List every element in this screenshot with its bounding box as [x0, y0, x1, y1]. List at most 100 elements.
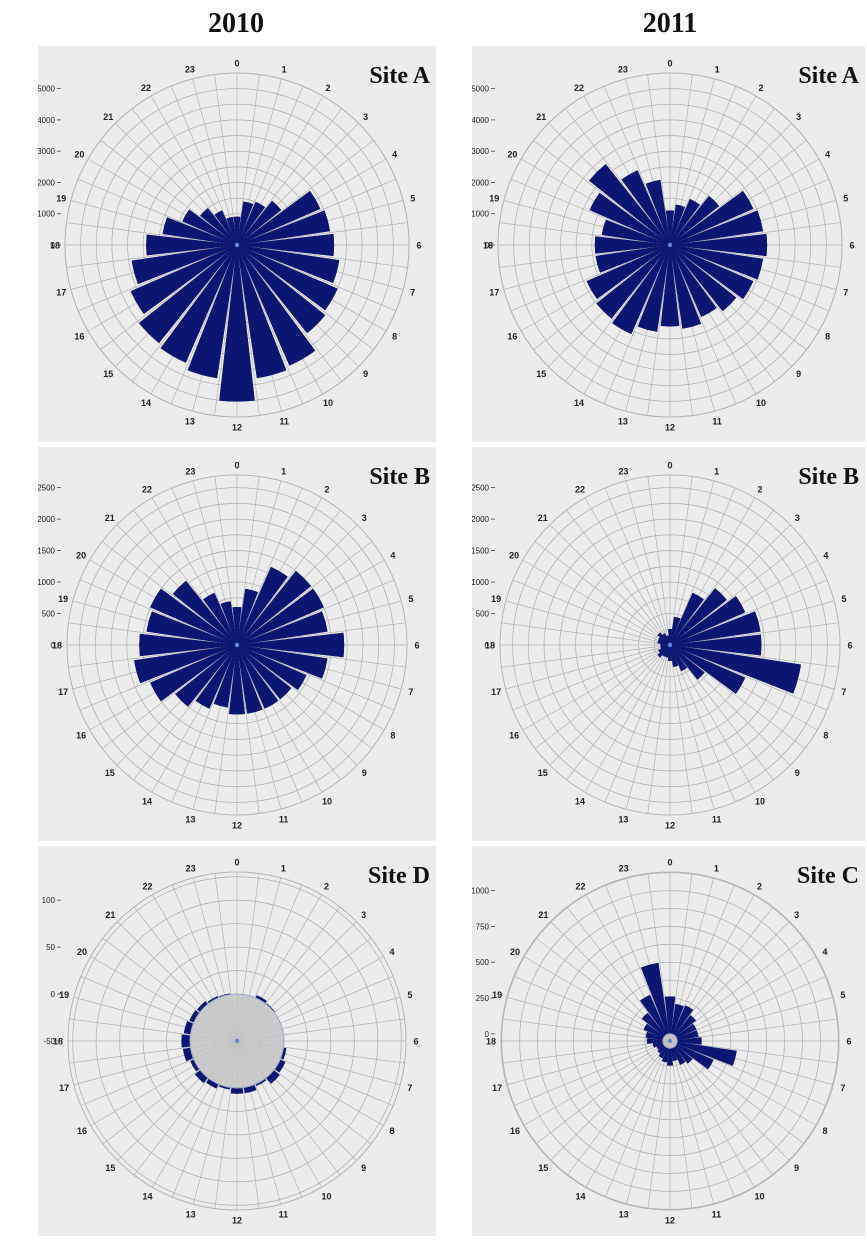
grid-spoke [669, 244, 693, 416]
grid-spoke [214, 74, 238, 246]
bar-hour-16 [586, 244, 671, 300]
hour-label-16: 16 [76, 731, 86, 741]
bar-hour-17 [131, 244, 238, 285]
y-tick-label: -50 [43, 1037, 55, 1046]
hour-label-2: 2 [324, 881, 329, 891]
grid-spoke [68, 622, 238, 646]
hour-label-10: 10 [756, 398, 766, 408]
grid-spoke [236, 644, 260, 814]
bar-hour-21 [657, 632, 671, 646]
hour-label-7: 7 [408, 687, 413, 697]
bar-hour-9 [669, 244, 737, 312]
grid-spoke [533, 244, 671, 350]
bar-hour-5 [236, 611, 328, 646]
hour-label-9: 9 [794, 1163, 799, 1173]
hour-label-10: 10 [754, 1192, 764, 1202]
site-title: Site C [797, 863, 859, 889]
hour-label-16: 16 [509, 731, 519, 741]
hour-label-19: 19 [492, 990, 502, 1000]
bar-hour-11 [236, 244, 287, 379]
hour-label-13: 13 [185, 814, 195, 824]
bar-hour-21 [588, 163, 671, 246]
hour-label-23: 23 [618, 65, 628, 75]
hour-label-20: 20 [507, 150, 517, 160]
hour-label-13: 13 [186, 1209, 196, 1219]
grid-spoke [669, 541, 806, 646]
hour-label-4: 4 [390, 551, 395, 561]
site-title: Site D [368, 863, 430, 889]
grid-spoke [79, 644, 238, 711]
hour-label-21: 21 [105, 910, 115, 920]
grid-spoke [170, 85, 238, 246]
bar-hour-20 [658, 637, 671, 646]
grid-spoke [133, 509, 238, 646]
grid-spoke [669, 884, 735, 1042]
hour-label-12: 12 [665, 821, 675, 831]
bar-hour-3 [669, 195, 720, 246]
hour-label-14: 14 [574, 398, 584, 408]
hour-label-19: 19 [59, 990, 69, 1000]
bar-hour-2 [669, 592, 705, 646]
grid-spoke [669, 644, 806, 749]
hour-label-20: 20 [76, 551, 86, 561]
grid-spoke [669, 244, 775, 382]
grid-spoke [101, 644, 238, 749]
bar-hour-0 [233, 216, 241, 246]
column-title-2010: 2010 [208, 8, 264, 39]
hour-label-9: 9 [796, 369, 801, 379]
hour-label-0: 0 [234, 59, 239, 69]
y-tick-label: 4000 [38, 116, 56, 125]
hour-label-3: 3 [795, 513, 800, 523]
chart-site-a-2010: 0123456789101112131415161718192021222350… [38, 46, 436, 442]
center-dot [234, 242, 240, 248]
bar-hour-17 [595, 244, 671, 273]
bar-hour-8 [236, 644, 307, 691]
grid-spoke [502, 1040, 671, 1064]
bar-hour-12 [230, 1087, 244, 1094]
bar-hour-10 [236, 244, 316, 366]
grid-spoke [512, 579, 671, 646]
grid-spoke [669, 1040, 827, 1106]
grid-spoke [550, 1040, 671, 1161]
hour-label-12: 12 [665, 423, 675, 433]
hour-label-9: 9 [795, 768, 800, 778]
bar-hour-6 [669, 634, 762, 656]
grid-spoke [171, 644, 238, 803]
grid-spoke [669, 74, 693, 246]
grid-spoke [192, 78, 238, 246]
hour-label-5: 5 [407, 990, 412, 1000]
hour-label-21: 21 [103, 112, 113, 122]
bar-hour-1 [669, 204, 686, 246]
bar-hour-9 [236, 244, 326, 334]
grid-spoke [669, 1040, 838, 1064]
hour-label-2: 2 [325, 83, 330, 93]
hour-label-0: 0 [234, 858, 239, 868]
hour-label-0: 0 [234, 461, 239, 471]
grid-spoke [669, 976, 827, 1042]
grid-spoke [77, 178, 238, 246]
grid-spoke [647, 1040, 671, 1209]
hour-label-1: 1 [714, 467, 719, 477]
bar-hour-19 [146, 611, 238, 646]
hour-label-18: 18 [53, 1037, 63, 1047]
grid-spoke [506, 996, 671, 1042]
grid-spoke [566, 509, 671, 646]
hour-label-11: 11 [279, 416, 289, 426]
grid-spoke [522, 644, 671, 731]
y-tick-label: 1500 [472, 547, 490, 556]
y-tick-label: 50 [46, 943, 55, 952]
column-title-2011: 2011 [642, 8, 698, 39]
chart-site-b-2011: 0123456789101112131415161718192021222325… [472, 447, 865, 841]
hour-label-22: 22 [574, 83, 584, 93]
grid-spoke [132, 108, 238, 246]
bar-hour-15 [138, 244, 238, 344]
hour-label-16: 16 [74, 332, 84, 342]
bar-hour-7 [669, 244, 764, 280]
bar-hour-8 [669, 644, 746, 694]
hour-label-2: 2 [324, 485, 329, 495]
bar-hour-14 [160, 244, 238, 363]
grid-spoke [171, 487, 238, 646]
grid-spoke [669, 1040, 693, 1209]
grid-spoke [669, 85, 737, 246]
bar-hour-18 [594, 236, 671, 254]
